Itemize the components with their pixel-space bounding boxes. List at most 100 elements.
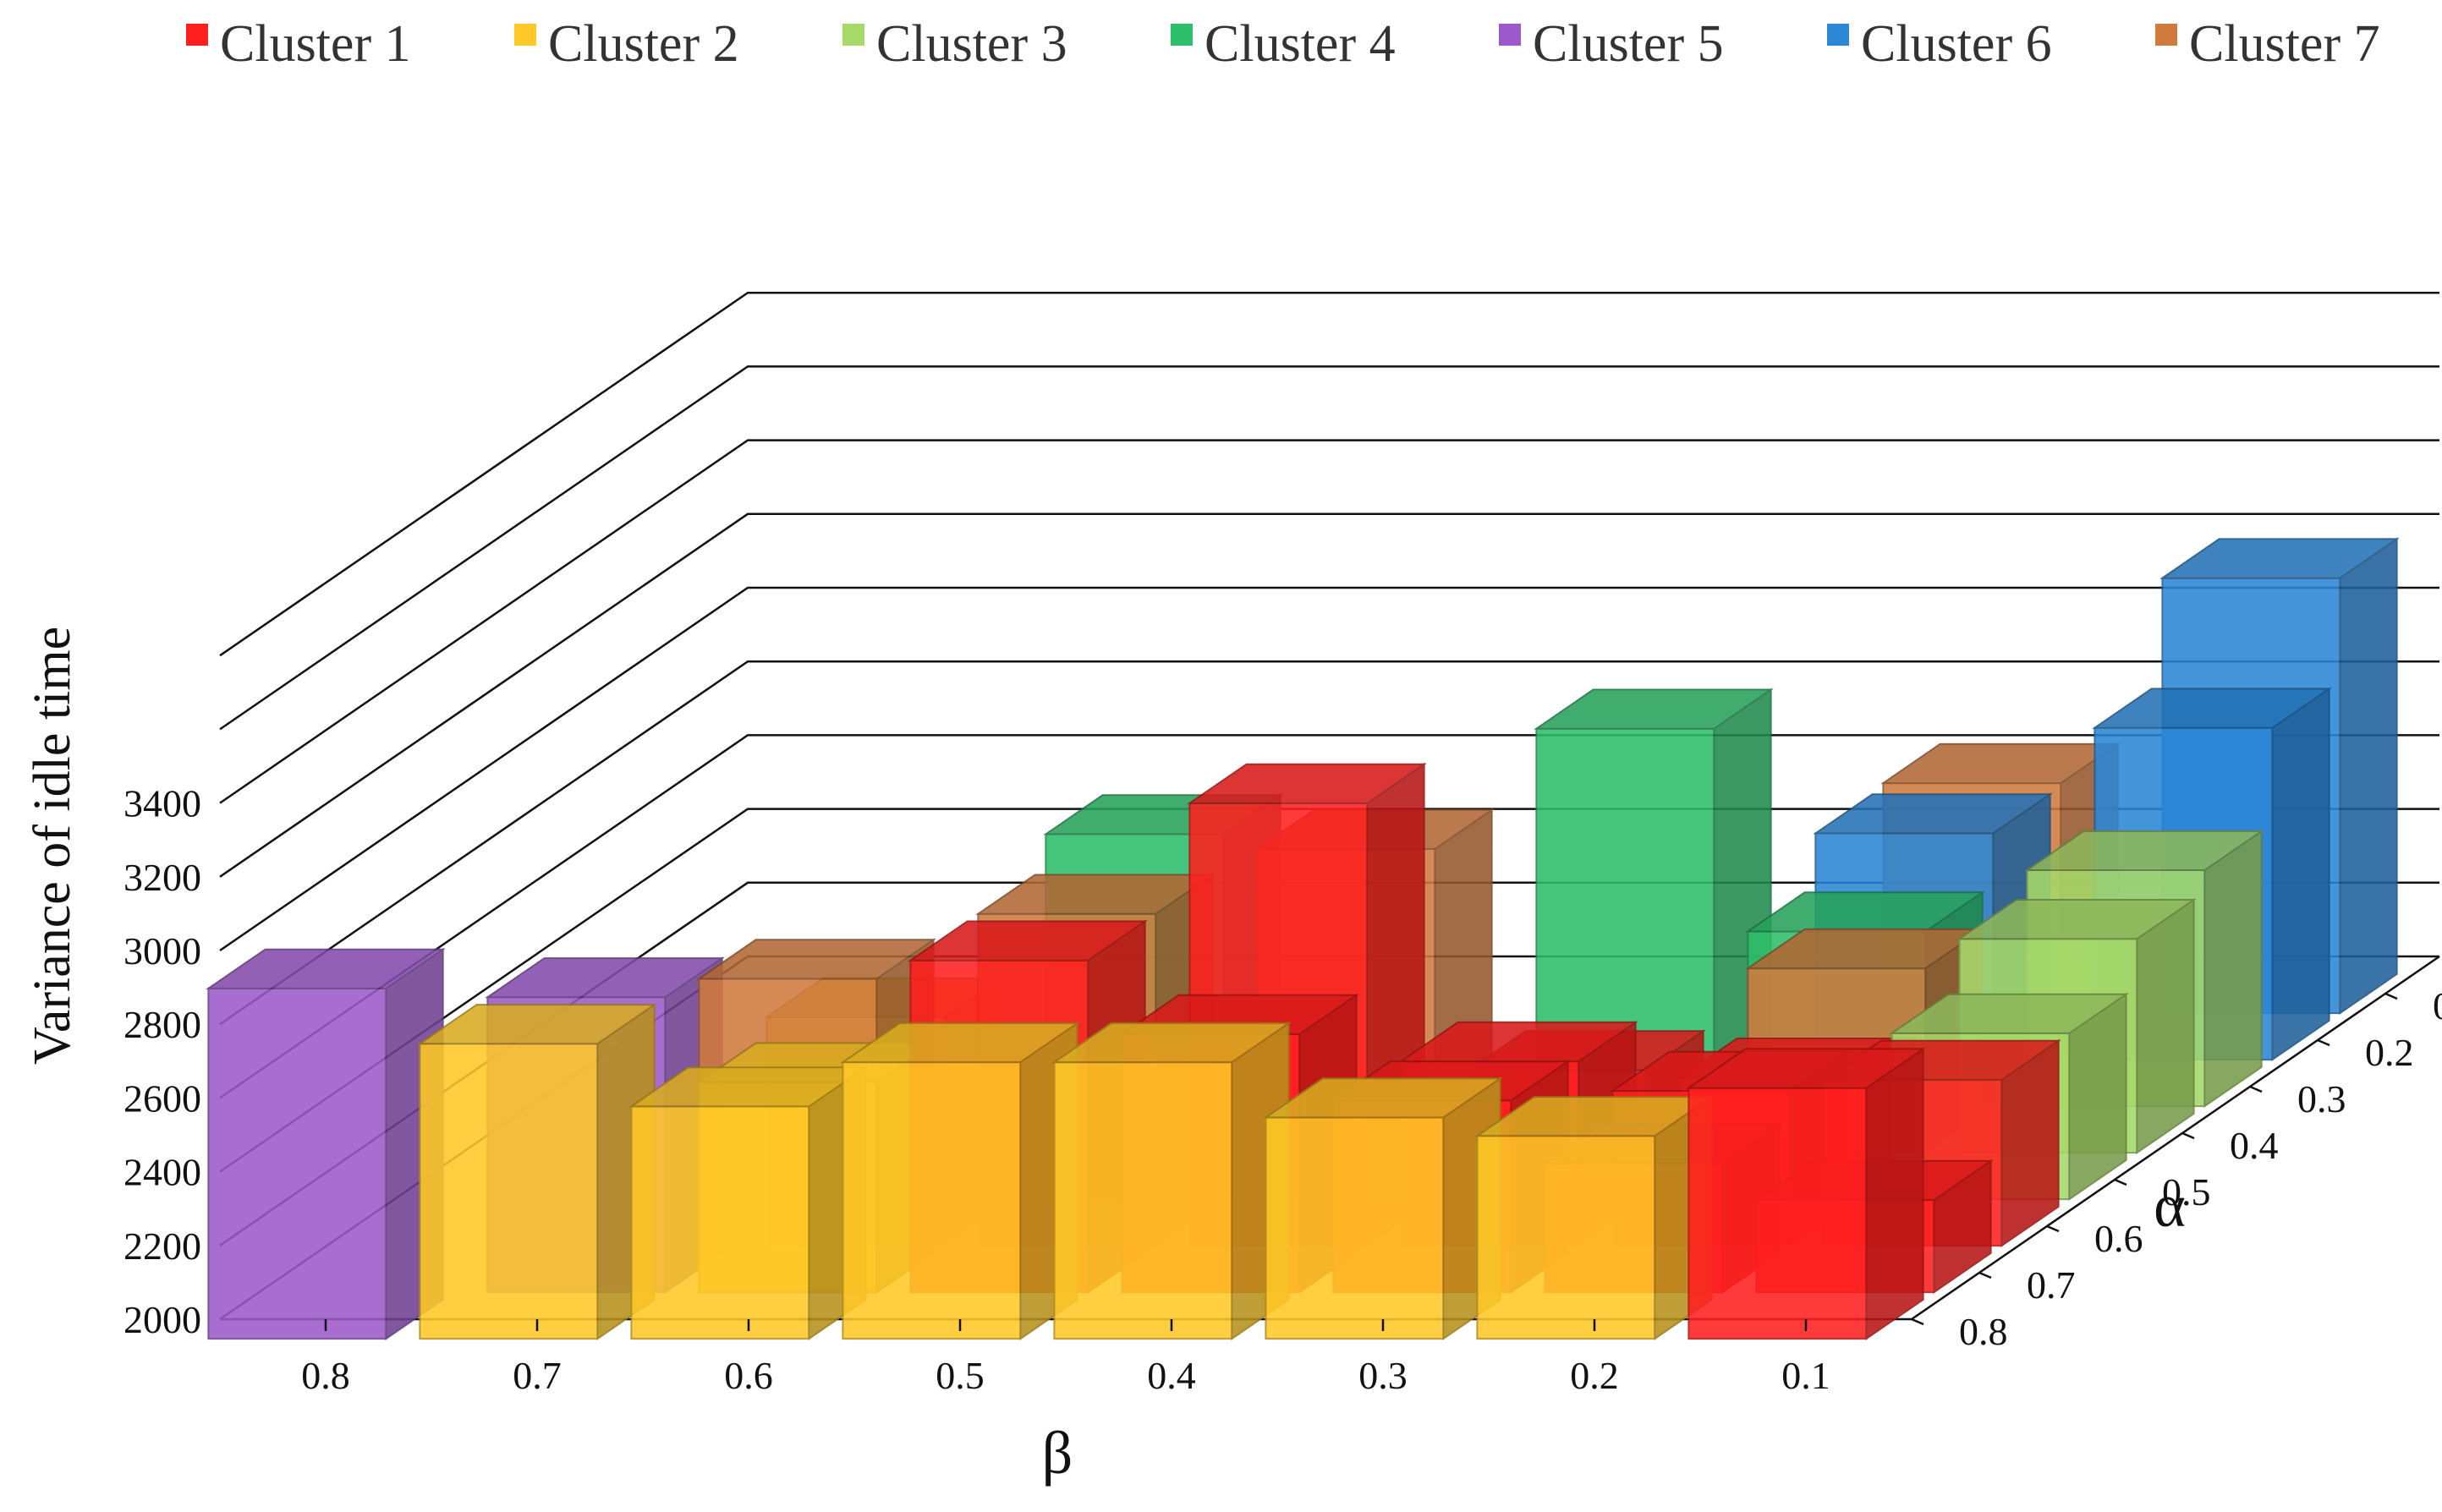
beta-axis-ticks: 0.8 0.7 0.6 0.5 0.4 0.3 0.2 0.1 bbox=[301, 1319, 1830, 1397]
alpha-axis-line bbox=[1911, 955, 2440, 1321]
gridline-3000 bbox=[219, 586, 2439, 952]
legend-label: Cluster 5 bbox=[1533, 15, 1724, 73]
bar-top bbox=[485, 957, 725, 999]
bar-top bbox=[1187, 763, 1427, 804]
beta-tick-label: 0.7 bbox=[513, 1354, 562, 1397]
bar-top bbox=[1263, 1077, 1503, 1119]
beta-tick-label: 0.2 bbox=[1570, 1354, 1619, 1397]
legend-label: Cluster 4 bbox=[1205, 15, 1396, 73]
z-axis-title: Variance of idle time bbox=[24, 627, 81, 1065]
bar-top bbox=[2024, 830, 2264, 872]
legend-swatch bbox=[186, 24, 208, 46]
bar-top bbox=[1889, 993, 2129, 1034]
gridline-upper bbox=[219, 291, 2439, 657]
bar-top bbox=[2159, 538, 2400, 579]
beta-tick-label: 0.3 bbox=[1358, 1354, 1408, 1397]
z-tick-label: 2000 bbox=[123, 1298, 201, 1341]
legend-swatch bbox=[1499, 24, 1521, 46]
legend-label: Cluster 2 bbox=[548, 15, 739, 73]
legend-swatch bbox=[842, 24, 864, 46]
bar-side bbox=[2203, 829, 2263, 1109]
bar-side bbox=[2271, 687, 2330, 1062]
bar-front bbox=[419, 1043, 599, 1340]
bar-cluster-2 bbox=[1474, 1095, 1715, 1341]
z-tick-label: 2200 bbox=[123, 1224, 201, 1268]
gridline-3400 bbox=[219, 439, 2439, 804]
gridline-3200 bbox=[219, 512, 2439, 878]
z-tick-label: 3200 bbox=[123, 856, 201, 899]
bar-top bbox=[1813, 793, 2053, 835]
bar-top bbox=[1051, 1022, 1292, 1064]
legend-swatch bbox=[514, 24, 536, 46]
bar-top bbox=[1534, 688, 1774, 730]
alpha-tick-mark bbox=[1911, 1318, 1924, 1326]
beta-tick-label: 0.8 bbox=[301, 1354, 350, 1397]
alpha-tick-label: 0.3 bbox=[2297, 1077, 2346, 1120]
z-tick-label: 3000 bbox=[123, 929, 201, 972]
legend-swatch bbox=[1827, 24, 1849, 46]
bar-cluster-2 bbox=[417, 1003, 657, 1341]
alpha-tick-mark bbox=[2046, 1224, 2060, 1233]
bar-cluster-2 bbox=[628, 1066, 869, 1341]
beta-axis-title: β bbox=[1042, 1419, 1073, 1487]
beta-tick-label: 0.4 bbox=[1147, 1354, 1196, 1397]
bar-front bbox=[1053, 1061, 1233, 1340]
alpha-tick-label: 0.4 bbox=[2230, 1124, 2279, 1167]
legend-label: Cluster 6 bbox=[1861, 15, 2052, 73]
alpha-tick-label: 0.6 bbox=[2094, 1217, 2143, 1260]
gridline-2800 bbox=[219, 660, 2439, 1026]
gridline-upper bbox=[219, 365, 2439, 731]
bar-cluster-1 bbox=[1686, 1047, 1926, 1341]
alpha-tick-mark bbox=[2384, 992, 2398, 1000]
z-tick-label: 2600 bbox=[123, 1076, 201, 1120]
bar-top bbox=[417, 1004, 657, 1045]
alpha-axis-title: α bbox=[2154, 1172, 2186, 1240]
bar-side bbox=[2339, 537, 2398, 1016]
bars bbox=[206, 537, 2400, 1341]
bar-top bbox=[1956, 899, 2197, 940]
bar-side bbox=[1865, 1047, 1924, 1341]
z-axis-ticks: 2000 2200 2400 2600 2800 3000 3200 3400 bbox=[123, 782, 201, 1341]
alpha-tick-label: 0.2 bbox=[2365, 1031, 2414, 1074]
alpha-tick-mark bbox=[1978, 1271, 1992, 1279]
alpha-tick-label: 0.8 bbox=[1959, 1310, 2008, 1353]
z-tick-label: 3400 bbox=[123, 782, 201, 825]
alpha-tick-label: 0.7 bbox=[2027, 1263, 2076, 1307]
legend: Cluster 1 Cluster 2 Cluster 3 Cluster 4 Clus… bbox=[186, 15, 2380, 73]
alpha-axis-ticks: 0.1 0.2 0.3 0.4 0.5 0.6 0.7 0.8 bbox=[1911, 984, 2442, 1353]
legend-swatch bbox=[2155, 24, 2177, 46]
bar-front bbox=[1476, 1135, 1656, 1340]
beta-tick-label: 0.6 bbox=[724, 1354, 773, 1397]
legend-label: Cluster 3 bbox=[876, 15, 1067, 73]
bar-front bbox=[1265, 1116, 1445, 1340]
z-tick-label: 2800 bbox=[123, 1003, 201, 1046]
legend-label: Cluster 1 bbox=[220, 15, 411, 73]
alpha-tick-mark bbox=[2181, 1131, 2195, 1140]
alpha-tick-label: 0.5 bbox=[2162, 1170, 2211, 1213]
bar-cluster-5 bbox=[206, 947, 446, 1341]
legend-label: Cluster 7 bbox=[2189, 15, 2380, 73]
beta-tick-label: 0.1 bbox=[1781, 1354, 1830, 1397]
z-tick-label: 2400 bbox=[123, 1151, 201, 1194]
bar-cluster-2 bbox=[840, 1021, 1080, 1341]
alpha-tick-mark bbox=[2249, 1085, 2263, 1093]
bar-top bbox=[908, 920, 1148, 961]
alpha-tick-mark bbox=[2317, 1038, 2330, 1047]
bar-cluster-2 bbox=[1263, 1076, 1503, 1341]
bar-front bbox=[1687, 1087, 1868, 1340]
alpha-tick-label: 0.1 bbox=[2433, 984, 2442, 1027]
legend-swatch bbox=[1171, 24, 1193, 46]
bar-front bbox=[630, 1105, 810, 1340]
bar-cluster-2 bbox=[1051, 1021, 1292, 1341]
bar-top bbox=[696, 939, 936, 980]
bar-side bbox=[2136, 898, 2195, 1155]
beta-tick-label: 0.5 bbox=[936, 1354, 985, 1397]
bar-front bbox=[842, 1061, 1022, 1340]
bar-top bbox=[206, 948, 446, 989]
bar-top bbox=[1686, 1048, 1926, 1089]
bar-top bbox=[840, 1022, 1080, 1064]
bar-top bbox=[2092, 688, 2332, 729]
bar-front bbox=[207, 987, 387, 1340]
alpha-tick-mark bbox=[2114, 1178, 2127, 1186]
